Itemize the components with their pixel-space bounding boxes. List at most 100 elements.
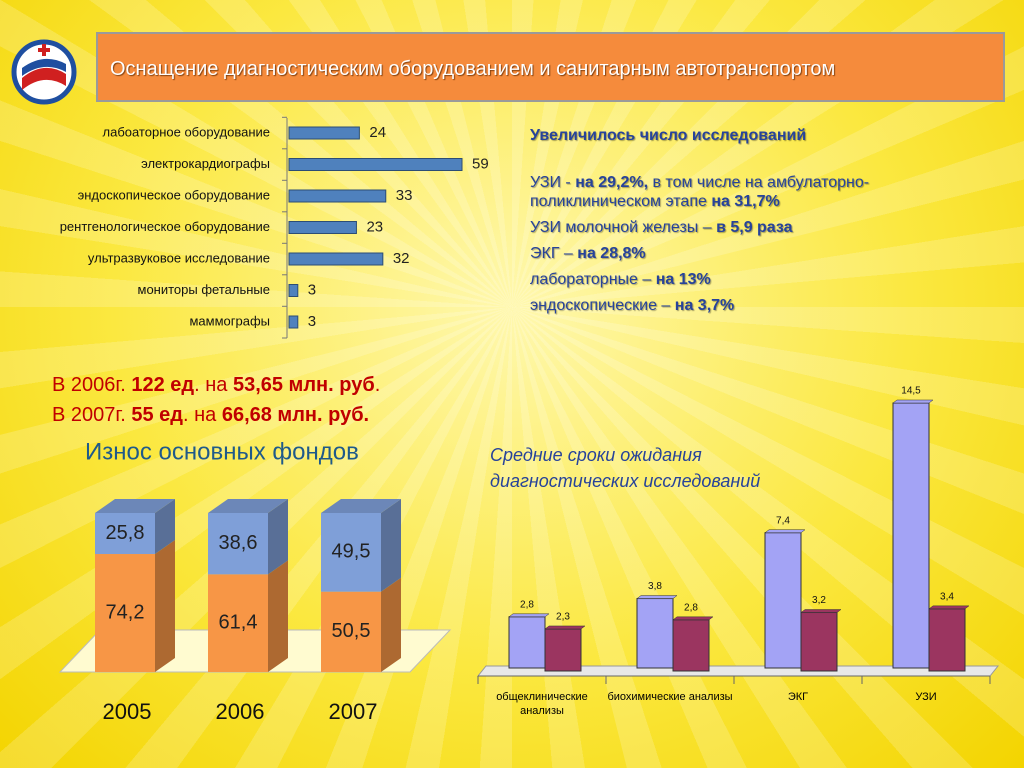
bar-top — [892, 399, 934, 404]
bar — [544, 628, 582, 672]
bar — [764, 532, 802, 669]
logo — [11, 39, 77, 105]
bar-top — [636, 595, 678, 599]
bar-side — [155, 499, 175, 555]
summary-line: В 2007г. 55 ед. на 66,68 млн. руб. — [52, 400, 380, 430]
data-label: 3,4 — [940, 592, 954, 603]
bar-top — [508, 613, 550, 618]
text-segment: на 28,8% — [577, 245, 646, 262]
text-segment: УЗИ - — [530, 174, 576, 191]
bar-top — [800, 609, 842, 613]
y-tick-label: мониторы фетальные — [138, 282, 270, 297]
x-tick-label: биохимические анализы — [607, 691, 733, 703]
text-segment: на 31,7% — [711, 193, 780, 210]
bar — [288, 221, 357, 234]
text-segment: лабораторные – — [530, 271, 656, 288]
bar — [288, 315, 299, 329]
y-tick-label: эндоскопическое оборудование — [78, 187, 270, 202]
data-label: 2,3 — [556, 612, 570, 623]
slide-title: Оснащение диагностическим оборудованием … — [96, 32, 1005, 102]
bar — [288, 158, 463, 171]
bar — [672, 619, 710, 672]
stats-line: УЗИ - на 29,2%, в том числе на амбулатор… — [530, 173, 970, 211]
data-label: 25,8 — [106, 522, 145, 544]
bar-segment — [95, 513, 155, 555]
stats-line: эндоскопические – на 3,7% — [530, 296, 970, 315]
stats-line: УЗИ молочной железы – в 5,9 раза — [530, 218, 970, 237]
bar — [892, 402, 930, 669]
bar-top — [321, 499, 401, 513]
text-segment: 53,65 млн. руб — [232, 374, 375, 396]
data-label: 2,8 — [684, 602, 698, 613]
data-label: 3,2 — [812, 595, 826, 606]
bar-side — [381, 499, 401, 592]
x-tick-label: 2006 — [216, 699, 265, 724]
data-label: 33 — [396, 187, 413, 204]
bar — [636, 598, 674, 669]
x-tick-label: общеклинические анализы — [496, 691, 588, 717]
text-segment: в 5,9 раза — [716, 219, 793, 236]
x-tick-label: ЭКГ — [787, 691, 809, 703]
text-segment: 55 ед — [131, 404, 183, 426]
bar-top — [95, 499, 175, 513]
bar — [800, 612, 838, 672]
stats-line: лабораторные – на 13% — [530, 270, 970, 289]
summary-block: В 2006г. 122 ед. на 53,65 млн. руб. В 200… — [52, 370, 380, 430]
bar-segment — [321, 591, 381, 672]
text-segment: на 13% — [655, 271, 711, 288]
text-segment: . — [374, 374, 381, 396]
bar-segment — [208, 574, 268, 672]
bar-side — [155, 540, 175, 672]
data-label: 3,8 — [648, 581, 662, 592]
text-segment: на 29,2%, — [575, 174, 649, 191]
stats-line: ЭКГ – на 28,8% — [530, 244, 970, 263]
data-label: 38,6 — [219, 532, 258, 554]
bar-segment — [321, 513, 381, 592]
data-label: 49,5 — [332, 541, 371, 563]
bar — [928, 608, 966, 672]
bar — [288, 126, 360, 140]
bar-segment — [95, 554, 155, 672]
chart-title: Износ основных фондов — [85, 438, 359, 465]
text-segment: на 3,7% — [674, 297, 735, 314]
bar-segment — [208, 513, 268, 575]
text-segment: УЗИ молочной железы – — [530, 219, 717, 236]
bar-side — [268, 560, 288, 672]
data-label: 3 — [308, 313, 316, 330]
data-label: 50,5 — [332, 620, 371, 642]
bar — [288, 252, 384, 266]
x-tick-label: УЗИ — [915, 691, 937, 703]
y-tick-label: маммографы — [189, 313, 270, 328]
data-label: 74,2 — [106, 601, 145, 623]
bar-top — [764, 529, 806, 534]
data-label: 59 — [472, 155, 489, 172]
bar-top — [928, 605, 970, 610]
text-segment: В 2007г. — [52, 404, 132, 426]
text-segment: 66,68 млн. руб. — [221, 404, 370, 426]
y-tick-label: ультразвуковое исследование — [88, 250, 270, 265]
bar — [508, 616, 546, 669]
summary-line: В 2006г. 122 ед. на 53,65 млн. руб. — [52, 370, 380, 400]
data-label: 7,4 — [776, 515, 790, 526]
data-label: 2,8 — [520, 599, 534, 610]
text-segment: В 2006г. — [52, 374, 132, 396]
data-label: 24 — [369, 124, 386, 141]
data-label: 23 — [366, 218, 383, 235]
data-label: 14,5 — [901, 386, 921, 397]
text-segment: эндоскопические – — [530, 297, 675, 314]
bar-side — [381, 577, 401, 672]
data-label: 3 — [308, 281, 316, 298]
text-segment: 122 ед — [131, 374, 195, 396]
text-segment: ЭКГ – — [530, 245, 578, 262]
x-tick-label: 2005 — [103, 699, 152, 724]
x-tick-label: 2007 — [329, 699, 378, 724]
data-label: 61,4 — [219, 611, 258, 633]
y-tick-label: электрокардиографы — [141, 156, 270, 171]
chart-title: Средние сроки ожидания диагностических и… — [490, 445, 761, 491]
data-label: 32 — [393, 250, 410, 267]
bar-top — [672, 616, 714, 621]
bar — [288, 284, 299, 297]
text-segment: . на — [194, 374, 233, 396]
y-tick-label: рентгенологическое оборудование — [60, 219, 270, 234]
